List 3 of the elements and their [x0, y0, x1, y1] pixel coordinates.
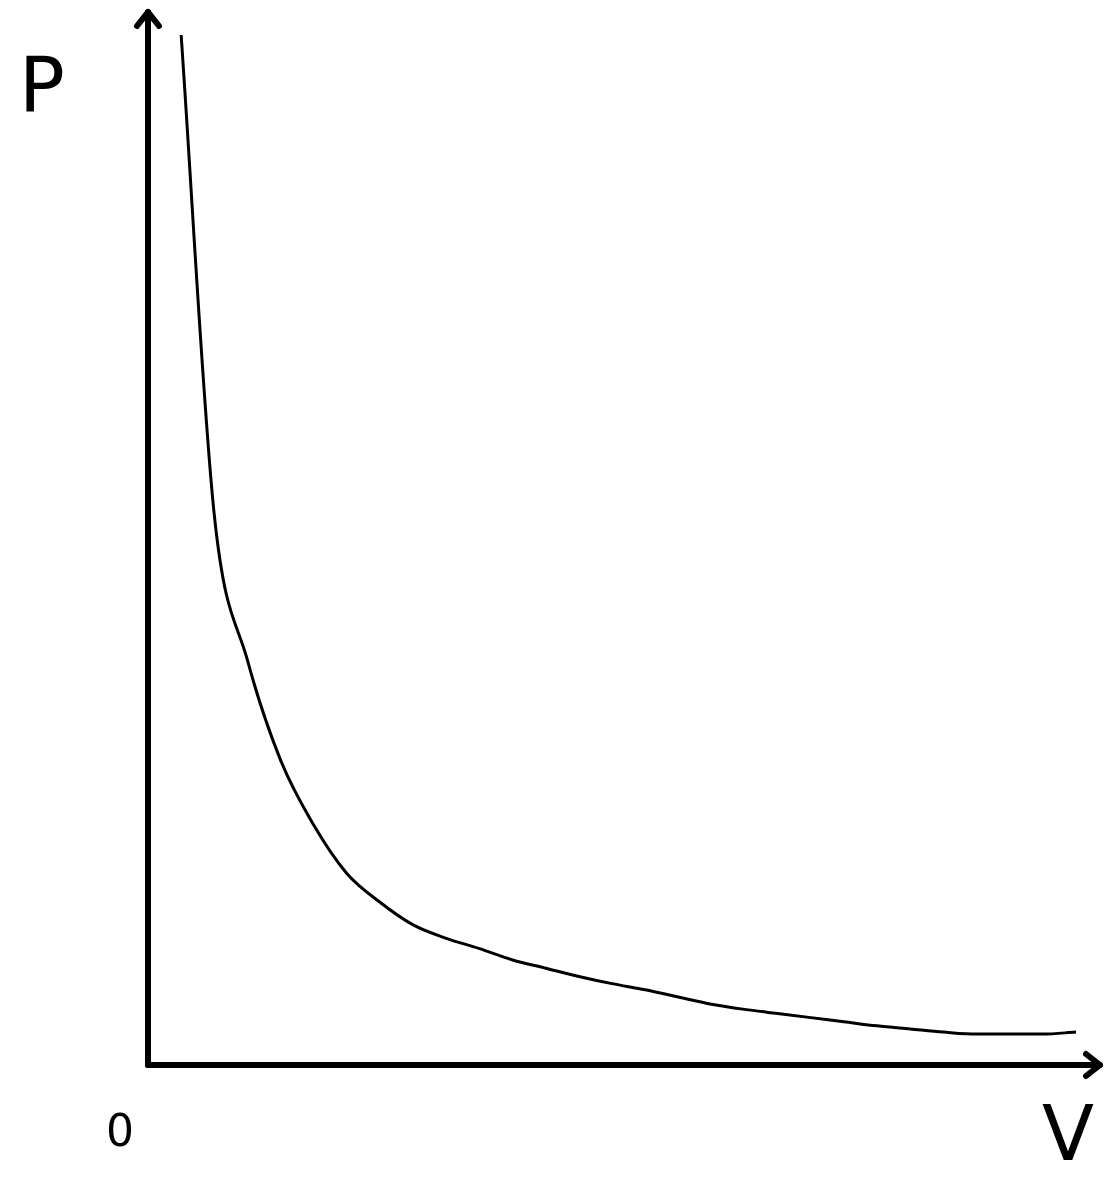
- text: 0: [106, 1105, 134, 1157]
- x-axis-title: V: [1042, 1088, 1094, 1178]
- y-axis-title: P: [19, 40, 65, 130]
